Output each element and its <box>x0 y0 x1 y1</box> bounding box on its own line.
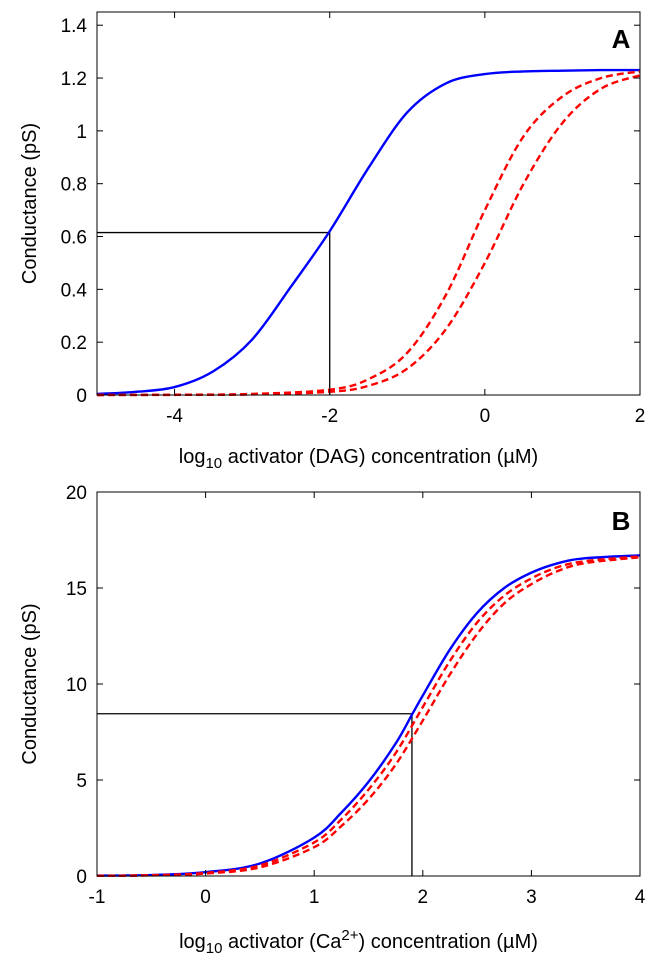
series-layer-a <box>96 68 641 397</box>
series-line-a-1 <box>96 68 641 396</box>
x-tick-label-b: 3 <box>526 887 537 908</box>
x-tick-label-a: -2 <box>321 406 338 427</box>
x-label-subscript-a: 10 <box>205 455 222 472</box>
y-tick-label-a: 1 <box>76 122 87 143</box>
x-tick-label-b: 4 <box>635 887 646 908</box>
y-tick-label-a: 0.6 <box>61 228 87 249</box>
plot-area-b <box>96 554 641 878</box>
x-tick-label-a: -4 <box>166 406 183 427</box>
series-line-a-2 <box>96 70 641 397</box>
y-axis-label-a: Conductance (pS) <box>19 123 41 284</box>
y-tick-label-a: 0.4 <box>61 280 88 301</box>
y-tick-label-b: 20 <box>66 483 87 504</box>
series-layer-b <box>96 554 641 878</box>
axes-box-b <box>96 491 641 877</box>
panel-letter-a: A <box>612 24 631 54</box>
panel-a: -4 -2 0 2 0 0.2 0.4 0.6 0.8 1 1.2 1.4 A Conductance… <box>19 11 646 472</box>
y-tick-label-a: 1.4 <box>61 16 88 37</box>
x-tick-label-a: 0 <box>480 406 491 427</box>
y-tick-label-a: 0.8 <box>61 175 87 196</box>
x-label-prefix-b: log <box>179 931 206 953</box>
series-line-b-3 <box>96 556 641 878</box>
y-tick-label-b: 10 <box>66 675 87 696</box>
x-tick-label-b: 2 <box>418 887 429 908</box>
x-tick-label-b: -1 <box>89 887 106 908</box>
x-tick-label-a: 2 <box>635 406 646 427</box>
x-label-prefix-a: log <box>179 446 206 468</box>
y-tick-label-b: 5 <box>76 771 87 792</box>
x-label-rest-a: activator (DAG) concentration (µM) <box>222 446 538 468</box>
series-line-b-1 <box>96 554 641 877</box>
ticks-a: -4 -2 0 2 0 0.2 0.4 0.6 0.8 1 1.2 1.4 <box>61 12 646 427</box>
x-label-tail-b: ) concentration (µM) <box>359 931 538 953</box>
series-line-a-3 <box>96 74 641 397</box>
y-tick-label-b: 0 <box>76 867 87 888</box>
x-tick-label-b: 1 <box>309 887 320 908</box>
axes-box-a <box>96 11 641 396</box>
panel-letter-b: B <box>612 506 631 536</box>
reference-lines-a <box>97 231 331 395</box>
x-label-superscript-b: 2+ <box>341 927 358 944</box>
y-tick-label-a: 1.2 <box>61 69 87 90</box>
x-label-rest-b: activator (Ca <box>222 931 342 953</box>
y-tick-label-a: 0 <box>76 386 87 407</box>
x-tick-label-b: 0 <box>200 887 211 908</box>
x-axis-label-a: log10 activator (DAG) concentration (µM) <box>179 446 538 472</box>
y-tick-label-a: 0.2 <box>61 333 87 354</box>
y-axis-label-b: Conductance (pS) <box>19 603 41 764</box>
x-axis-label-b: log10 activator (Ca2+) concentration (µM… <box>179 927 538 957</box>
y-tick-label-b: 15 <box>66 579 87 600</box>
plot-area-a <box>96 68 641 397</box>
x-label-subscript-b: 10 <box>206 940 223 957</box>
series-line-b-2 <box>96 555 641 878</box>
